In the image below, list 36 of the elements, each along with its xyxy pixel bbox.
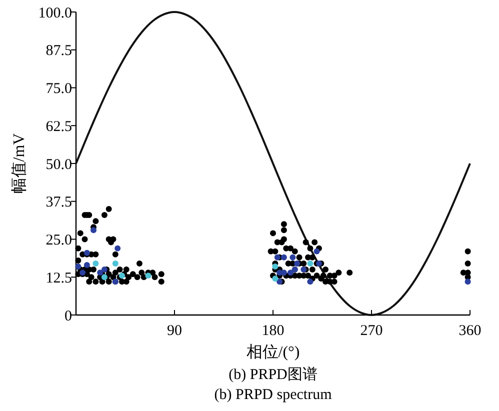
y-tick-label: 25.0 [46,232,72,248]
point [75,264,82,270]
x-tick-label: 270 [360,323,383,339]
point [272,264,278,270]
point [290,254,296,260]
x-tick-label: 90 [167,323,182,339]
y-tick-label: 100.0 [38,5,72,22]
point [464,278,471,285]
y-tick-label: 50.0 [46,156,72,173]
point [84,262,90,268]
y-tick-label: 62.5 [46,118,72,135]
point [280,254,287,260]
point [274,254,280,260]
text: (b) PRPD spectrum [214,387,332,403]
x-tick-label: 180 [262,323,284,339]
y-tick-label: 37.5 [46,194,72,211]
point [272,276,278,282]
point [314,248,320,254]
point [90,227,97,234]
x-axis-title: 相位/(°) [246,343,300,361]
y-tick-label: 0 [64,308,72,324]
y-tick-label: 87.5 [46,43,72,60]
y-tick-label: 75.0 [46,81,72,97]
y-axis-title: 幅值/mV [11,132,28,194]
text: (b) PRPD图谱 [228,366,318,383]
point [307,260,314,266]
x-tick-label: 360 [458,323,482,339]
point [112,260,118,266]
point [288,270,294,276]
y-tick-label: 12.5 [46,270,72,286]
point [101,274,108,280]
point [114,245,121,252]
point [101,266,108,273]
point [145,272,152,279]
point [307,278,314,285]
point [92,260,99,266]
